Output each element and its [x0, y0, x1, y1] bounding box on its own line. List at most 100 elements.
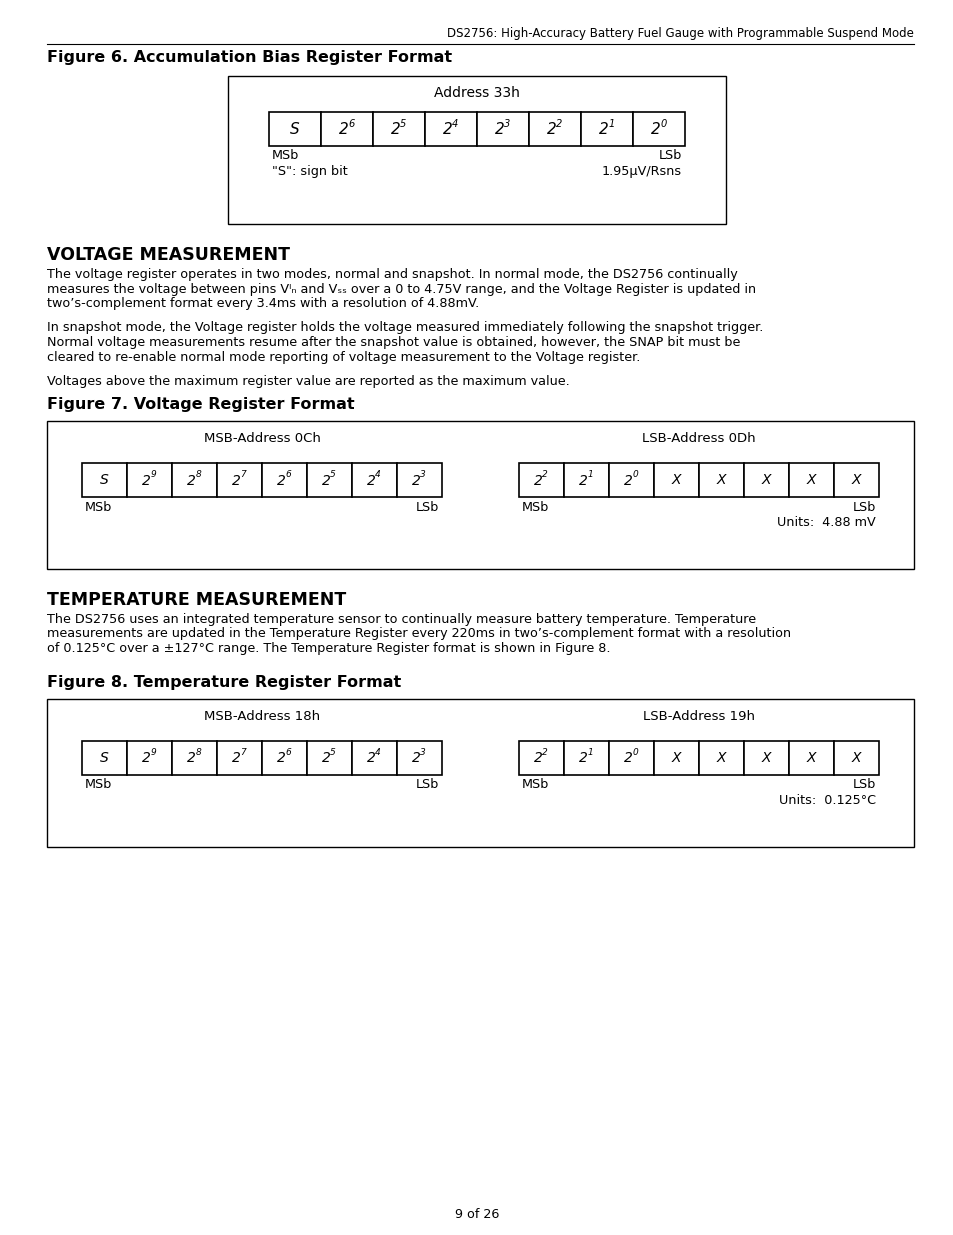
Text: 3: 3: [420, 471, 426, 479]
Text: Figure 6. Accumulation Bias Register Format: Figure 6. Accumulation Bias Register For…: [47, 49, 452, 65]
Text: MSb: MSb: [521, 501, 549, 514]
Text: X: X: [851, 751, 861, 764]
Bar: [127, 463, 172, 496]
Text: 2: 2: [495, 122, 504, 137]
Bar: [352, 741, 396, 774]
Bar: [833, 741, 878, 774]
Text: 2: 2: [367, 752, 375, 766]
Text: X: X: [851, 473, 861, 487]
Text: 0: 0: [659, 119, 666, 128]
Bar: [608, 741, 654, 774]
Text: S: S: [290, 121, 299, 137]
Text: 2: 2: [541, 748, 547, 757]
Bar: [743, 741, 788, 774]
Text: 5: 5: [330, 471, 335, 479]
Text: 2: 2: [142, 474, 151, 488]
Bar: [633, 112, 684, 146]
Text: MSb: MSb: [85, 778, 112, 792]
Text: In snapshot mode, the Voltage register holds the voltage measured immediately fo: In snapshot mode, the Voltage register h…: [47, 321, 762, 335]
Text: 1: 1: [608, 119, 614, 128]
Bar: [320, 112, 373, 146]
Text: 2: 2: [598, 122, 608, 137]
Text: 2: 2: [623, 752, 632, 766]
Text: MSb: MSb: [521, 778, 549, 792]
Text: 2: 2: [232, 752, 241, 766]
Text: 3: 3: [420, 748, 426, 757]
Bar: [563, 463, 608, 496]
Text: 4: 4: [375, 471, 380, 479]
Bar: [228, 77, 725, 224]
Text: 7: 7: [240, 471, 246, 479]
Text: LSB-Address 0Dh: LSB-Address 0Dh: [641, 432, 755, 446]
Text: 2: 2: [322, 752, 331, 766]
Bar: [563, 741, 608, 774]
Text: 2: 2: [367, 474, 375, 488]
Text: 2: 2: [187, 474, 195, 488]
Text: 2: 2: [442, 122, 453, 137]
Text: 6: 6: [348, 119, 355, 128]
Text: The DS2756 uses an integrated temperature sensor to continually measure battery : The DS2756 uses an integrated temperatur…: [47, 613, 756, 626]
Text: 2: 2: [623, 474, 632, 488]
Text: LSb: LSb: [852, 501, 875, 514]
Text: measures the voltage between pins Vᴵₙ and Vₛₛ over a 0 to 4.75V range, and the V: measures the voltage between pins Vᴵₙ an…: [47, 283, 756, 295]
Text: Voltages above the maximum register value are reported as the maximum value.: Voltages above the maximum register valu…: [47, 375, 569, 388]
Text: MSb: MSb: [85, 501, 112, 514]
Bar: [529, 112, 580, 146]
Bar: [833, 463, 878, 496]
Bar: [47, 421, 913, 569]
Bar: [262, 463, 307, 496]
Bar: [608, 463, 654, 496]
Text: 9: 9: [151, 748, 156, 757]
Text: MSB-Address 18h: MSB-Address 18h: [204, 710, 319, 722]
Bar: [788, 741, 833, 774]
Bar: [127, 741, 172, 774]
Text: 1: 1: [587, 748, 593, 757]
Bar: [307, 741, 352, 774]
Bar: [269, 112, 320, 146]
Text: Figure 8. Temperature Register Format: Figure 8. Temperature Register Format: [47, 674, 401, 689]
Bar: [699, 741, 743, 774]
Text: 2: 2: [412, 474, 420, 488]
Text: 5: 5: [399, 119, 406, 128]
Text: 2: 2: [541, 471, 547, 479]
Bar: [172, 463, 216, 496]
Text: measurements are updated in the Temperature Register every 220ms in two’s-comple: measurements are updated in the Temperat…: [47, 627, 790, 641]
Text: 4: 4: [452, 119, 458, 128]
Bar: [216, 463, 262, 496]
Text: 2: 2: [276, 752, 286, 766]
Text: two’s-complement format every 3.4ms with a resolution of 4.88mV.: two’s-complement format every 3.4ms with…: [47, 296, 478, 310]
Bar: [518, 463, 563, 496]
Text: 2: 2: [534, 752, 542, 766]
Bar: [82, 463, 127, 496]
Text: 2: 2: [391, 122, 400, 137]
Text: 2: 2: [578, 752, 587, 766]
Bar: [47, 699, 913, 846]
Bar: [396, 463, 441, 496]
Text: 2: 2: [322, 474, 331, 488]
Text: VOLTAGE MEASUREMENT: VOLTAGE MEASUREMENT: [47, 246, 290, 264]
Text: Figure 7. Voltage Register Format: Figure 7. Voltage Register Format: [47, 396, 355, 412]
Text: cleared to re-enable normal mode reporting of voltage measurement to the Voltage: cleared to re-enable normal mode reporti…: [47, 351, 639, 363]
Text: 5: 5: [330, 748, 335, 757]
Text: X: X: [671, 751, 680, 764]
Text: 8: 8: [195, 471, 201, 479]
Text: 9 of 26: 9 of 26: [455, 1209, 498, 1221]
Text: 2: 2: [578, 474, 587, 488]
Bar: [82, 741, 127, 774]
Text: LSb: LSb: [416, 501, 438, 514]
Text: "S": sign bit: "S": sign bit: [272, 164, 348, 178]
Text: MSB-Address 0Ch: MSB-Address 0Ch: [203, 432, 320, 446]
Bar: [216, 741, 262, 774]
Text: Normal voltage measurements resume after the snapshot value is obtained, however: Normal voltage measurements resume after…: [47, 336, 740, 350]
Text: 9: 9: [151, 471, 156, 479]
Bar: [172, 741, 216, 774]
Bar: [743, 463, 788, 496]
Text: X: X: [716, 751, 725, 764]
Text: LSb: LSb: [852, 778, 875, 792]
Text: 1.95μV/Rsns: 1.95μV/Rsns: [601, 164, 681, 178]
Bar: [396, 741, 441, 774]
Text: LSB-Address 19h: LSB-Address 19h: [642, 710, 754, 722]
Text: DS2756: High-Accuracy Battery Fuel Gauge with Programmable Suspend Mode: DS2756: High-Accuracy Battery Fuel Gauge…: [447, 27, 913, 40]
Text: 2: 2: [556, 119, 562, 128]
Text: 2: 2: [534, 474, 542, 488]
